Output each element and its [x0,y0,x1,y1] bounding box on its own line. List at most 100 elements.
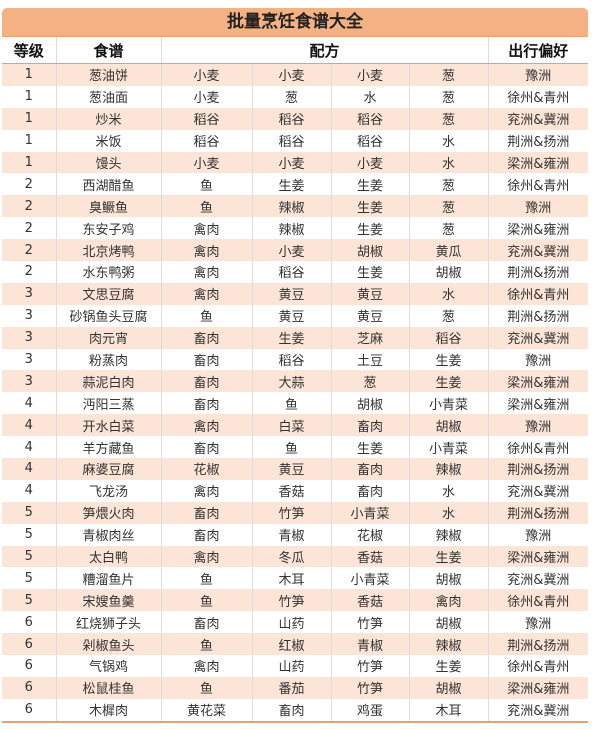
cell-travel: 兖洲&冀洲 [487,326,589,349]
table-row: 2 水东鸭粥 禽肉 稻谷 生姜 胡椒 荆洲&扬洲 [2,261,589,283]
table-row: 6 红烧狮子头 畜肉 山药 竹笋 胡椒 豫洲 [2,611,589,634]
cell-ingredient-2: 黄豆 [251,458,331,480]
cell-level: 1 [24,89,33,105]
cell-ingredient-2: 稻谷 [251,261,331,283]
table-row: 3 肉元宵 畜肉 生姜 芝麻 稻谷 兖洲&冀洲 [2,326,589,349]
cell-ingredient-3: 黄豆 [330,282,409,305]
cell-level: 1 [2,63,56,86]
table-row: 1 米饭 稻谷 稻谷 稻谷水荆洲&扬洲 [2,129,589,152]
cell-ingredient-2: 山药 [251,655,331,677]
cell-ingredient-4: 辣椒 [408,458,489,480]
table-row: 5 太白鸭 禽肉 冬瓜 香菇 生姜 梁洲&雍洲 [2,545,589,568]
cell-ingredient-1: 小麦 [160,63,252,86]
cell-ingredient-1: 稻谷 [160,129,252,152]
cell-ingredient-1: 畜肉 [160,392,252,415]
cell-ingredient-1: 小麦 [160,151,252,174]
cell-recipe: 东安子鸡 [55,217,161,240]
cell-ingredient-3: 生姜 [330,436,409,459]
cell-ingredient-3: 花椒 [330,523,409,546]
cell-ingredient-3: 畜肉 [330,479,409,502]
cell-ingredient-3: 小青菜 [330,567,409,590]
cell-ingredient-2: 小麦 [251,239,331,262]
table-row: 3 砂锅鱼头豆腐鱼黄豆 黄豆葱荆洲&扬洲 [2,304,589,327]
cell-level: 4 [24,439,33,455]
cell-ingredient-1: 畜肉 [160,523,252,546]
cell-travel: 兖洲&冀洲 [487,239,589,262]
cell-ingredient-1: 禽肉 [160,261,252,283]
cell-ingredient-3: 胡椒 [330,392,409,415]
table-row: 2 东安子鸡 禽肉 辣椒 生姜葱梁洲&雍洲 [2,217,589,240]
cell-ingredient-2: 大蒜 [251,370,331,393]
cell-ingredient-2: 稻谷 [251,107,331,130]
cell-ingredient-1: 禽肉 [160,217,252,240]
cell-travel: 荆洲&扬洲 [487,633,589,656]
cell-level: 4 [2,414,56,437]
cell-recipe: 麻婆豆腐 [55,458,161,480]
cell-recipe: 米饭 [55,129,161,152]
cell-ingredient-2: 辣椒 [251,217,331,240]
table-title: 批量烹饪食谱大全 [2,8,588,36]
cell-ingredient-2: 生姜 [251,173,331,196]
cell-ingredient-2: 生姜 [251,326,331,349]
cell-ingredient-4: 葱 [408,173,489,196]
cell-travel: 梁洲&雍洲 [487,370,589,393]
cell-ingredient-3: 竹笋 [330,611,409,634]
table-row: 2 臭鳜鱼鱼辣椒 生姜葱豫洲 [2,195,589,218]
recipe-table-container: 批量烹饪食谱大全 等级 食谱 配方 出行偏好 1 葱油饼 小麦 小麦 小麦葱豫洲 1 葱油面… [2,8,589,723]
header-row: 等级 食谱 配方 出行偏好 [2,36,589,64]
cell-travel: 梁洲&雍洲 [487,676,589,699]
cell-recipe: 炒米 [55,107,161,130]
cell-ingredient-1: 鱼 [160,304,252,327]
table-row: 4 开水白菜 禽肉 白菜 畜肉 胡椒 豫洲 [2,414,589,437]
cell-level: 5 [2,589,56,612]
cell-ingredient-2: 白菜 [251,414,331,437]
table-row: 3 粉蒸肉 畜肉 稻谷 土豆 生姜 豫洲 [2,348,589,371]
cell-ingredient-3: 竹笋 [330,676,409,699]
cell-recipe: 北京烤鸭 [55,239,161,262]
cell-level: 5 [2,501,56,524]
table-row: 3 文思豆腐 禽肉 黄豆 黄豆水徐州&青州 [2,282,589,305]
table-row: 2 北京烤鸭 禽肉 小麦 胡椒 黄瓜 兖洲&冀洲 [2,239,589,262]
cell-travel: 梁洲&雍洲 [487,217,589,240]
cell-ingredient-3: 畜肉 [330,458,409,480]
cell-ingredient-1: 畜肉 [160,611,252,634]
cell-level: 3 [2,326,56,349]
cell-recipe: 葱油面 [55,85,161,108]
cell-ingredient-4: 葱 [408,304,489,327]
cell-ingredient-4: 黄瓜 [408,239,489,262]
cell-travel: 徐州&青州 [487,173,589,196]
cell-ingredient-4: 木耳 [408,698,489,723]
cell-ingredient-4: 葱 [408,217,489,240]
cell-recipe: 馒头 [55,151,161,174]
cell-ingredient-1: 畜肉 [160,436,252,459]
cell-ingredient-3: 生姜 [330,261,409,283]
cell-ingredient-1: 鱼 [160,676,252,699]
cell-ingredient-4: 辣椒 [408,633,489,656]
cell-level: 2 [24,176,33,192]
cell-ingredient-2: 竹笋 [251,501,331,524]
cell-ingredient-1: 鱼 [160,633,252,656]
cell-ingredient-4: 胡椒 [408,611,489,634]
cell-ingredient-4: 胡椒 [408,414,489,437]
cell-ingredient-4: 葱 [408,107,489,130]
cell-level: 3 [2,282,56,305]
cell-ingredient-4: 葱 [408,85,489,108]
cell-ingredient-2: 山药 [251,611,331,634]
table-row: 4 羊方藏鱼 畜肉鱼生姜 小青菜 徐州&青州 [2,436,589,459]
cell-ingredient-3: 稻谷 [330,107,409,130]
cell-travel: 徐州&青州 [487,436,589,459]
table-row: 3 蒜泥白肉 畜肉 大蒜葱生姜 梁洲&雍洲 [2,370,589,393]
cell-ingredient-1: 禽肉 [160,282,252,305]
cell-ingredient-1: 禽肉 [160,414,252,437]
cell-ingredient-1: 鱼 [160,567,252,590]
cell-ingredient-2: 畜肉 [251,698,331,723]
cell-level: 6 [2,633,56,656]
table-row: 2 西湖醋鱼鱼生姜 生姜葱徐州&青州 [2,173,589,196]
cell-level: 3 [24,308,33,324]
table-row: 5 笋煨火肉 畜肉 竹笋 小青菜水荆洲&扬洲 [2,501,589,524]
table-row: 5 糟溜鱼片鱼木耳 小青菜 胡椒 兖洲&冀洲 [2,567,589,590]
cell-ingredient-3: 稻谷 [330,129,409,152]
cell-level: 1 [24,133,33,149]
cell-ingredient-3: 竹笋 [330,655,409,677]
cell-travel: 豫洲 [487,63,589,86]
